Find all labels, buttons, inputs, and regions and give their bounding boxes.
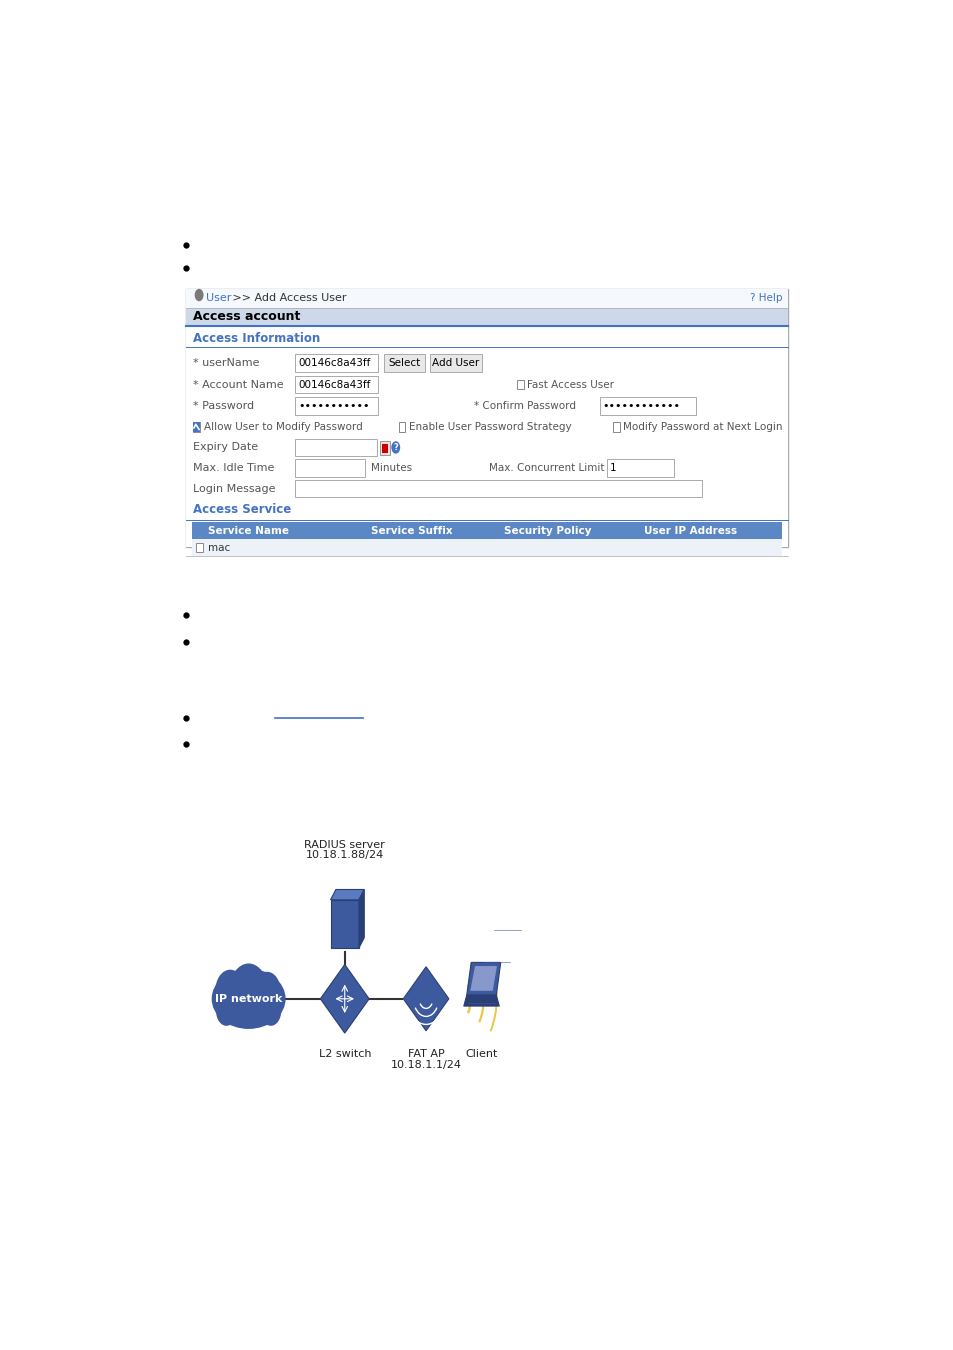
FancyBboxPatch shape (294, 397, 377, 414)
Text: Access Information: Access Information (193, 332, 320, 346)
Text: >> Add Access User: >> Add Access User (229, 293, 346, 304)
Text: FAT AP: FAT AP (407, 1049, 444, 1058)
Text: Client: Client (465, 1049, 497, 1058)
FancyBboxPatch shape (186, 289, 787, 547)
FancyBboxPatch shape (186, 289, 787, 308)
Text: User IP Address: User IP Address (643, 525, 737, 536)
Text: 10.18.1.88/24: 10.18.1.88/24 (305, 849, 383, 860)
Text: •••••••••••: ••••••••••• (298, 401, 369, 412)
FancyBboxPatch shape (517, 379, 523, 389)
FancyBboxPatch shape (613, 423, 619, 432)
FancyBboxPatch shape (192, 540, 781, 556)
FancyBboxPatch shape (196, 543, 203, 552)
Text: Modify Password at Next Login: Modify Password at Next Login (623, 421, 782, 432)
Text: 00146c8a43ff: 00146c8a43ff (298, 379, 370, 390)
FancyBboxPatch shape (186, 327, 787, 547)
Polygon shape (403, 967, 448, 1031)
Text: Login Message: Login Message (193, 483, 275, 494)
Text: User: User (206, 293, 232, 304)
Circle shape (229, 964, 268, 1018)
FancyBboxPatch shape (606, 459, 673, 477)
Polygon shape (320, 964, 369, 1033)
FancyBboxPatch shape (294, 479, 701, 497)
Circle shape (194, 289, 203, 301)
Text: mac: mac (208, 543, 230, 552)
Text: 1: 1 (610, 463, 617, 472)
Text: * Password: * Password (193, 401, 254, 412)
FancyBboxPatch shape (429, 354, 481, 371)
FancyBboxPatch shape (383, 354, 424, 371)
FancyBboxPatch shape (294, 354, 377, 371)
Text: ? Help: ? Help (749, 293, 781, 304)
Polygon shape (358, 890, 364, 948)
Polygon shape (466, 963, 500, 995)
Polygon shape (463, 995, 498, 1006)
Text: Max. Idle Time: Max. Idle Time (193, 463, 274, 472)
Circle shape (260, 996, 281, 1026)
Text: Enable User Password Strategy: Enable User Password Strategy (409, 421, 571, 432)
FancyBboxPatch shape (294, 459, 365, 477)
Text: Access Service: Access Service (193, 502, 291, 516)
Circle shape (253, 972, 280, 1010)
Text: Allow User to Modify Password: Allow User to Modify Password (203, 421, 362, 432)
Text: Max. Concurrent Limit: Max. Concurrent Limit (488, 463, 604, 472)
Text: ?: ? (393, 443, 397, 452)
Circle shape (216, 996, 236, 1026)
Text: Minutes: Minutes (370, 463, 412, 472)
FancyBboxPatch shape (294, 375, 377, 393)
Text: IP network: IP network (214, 994, 282, 1004)
Text: Access account: Access account (193, 310, 300, 324)
Text: Service Name: Service Name (208, 525, 289, 536)
Text: * Account Name: * Account Name (193, 379, 283, 390)
Text: 10.18.1.1/24: 10.18.1.1/24 (390, 1060, 461, 1071)
FancyBboxPatch shape (398, 423, 405, 432)
Text: RADIUS server: RADIUS server (304, 840, 385, 850)
FancyBboxPatch shape (379, 441, 390, 455)
Circle shape (215, 969, 245, 1011)
FancyBboxPatch shape (193, 423, 199, 432)
Text: Service Suffix: Service Suffix (370, 525, 452, 536)
Text: Add User: Add User (432, 358, 478, 367)
Polygon shape (470, 967, 497, 991)
Text: * Confirm Password: * Confirm Password (474, 401, 576, 412)
Text: Expiry Date: Expiry Date (193, 443, 258, 452)
Text: Select: Select (388, 358, 420, 367)
Text: ••••••••••••: •••••••••••• (602, 401, 680, 412)
Ellipse shape (212, 969, 285, 1029)
Text: Fast Access User: Fast Access User (527, 379, 614, 390)
FancyBboxPatch shape (294, 439, 376, 456)
Text: 00146c8a43ff: 00146c8a43ff (298, 358, 370, 367)
FancyBboxPatch shape (599, 397, 696, 414)
Polygon shape (330, 899, 358, 948)
Text: * userName: * userName (193, 358, 259, 367)
Text: Security Policy: Security Policy (503, 525, 591, 536)
Text: L2 switch: L2 switch (318, 1049, 371, 1058)
Circle shape (391, 441, 400, 454)
FancyBboxPatch shape (186, 308, 787, 327)
FancyBboxPatch shape (192, 521, 781, 540)
Polygon shape (330, 890, 364, 899)
FancyBboxPatch shape (193, 423, 199, 432)
FancyBboxPatch shape (381, 444, 387, 452)
